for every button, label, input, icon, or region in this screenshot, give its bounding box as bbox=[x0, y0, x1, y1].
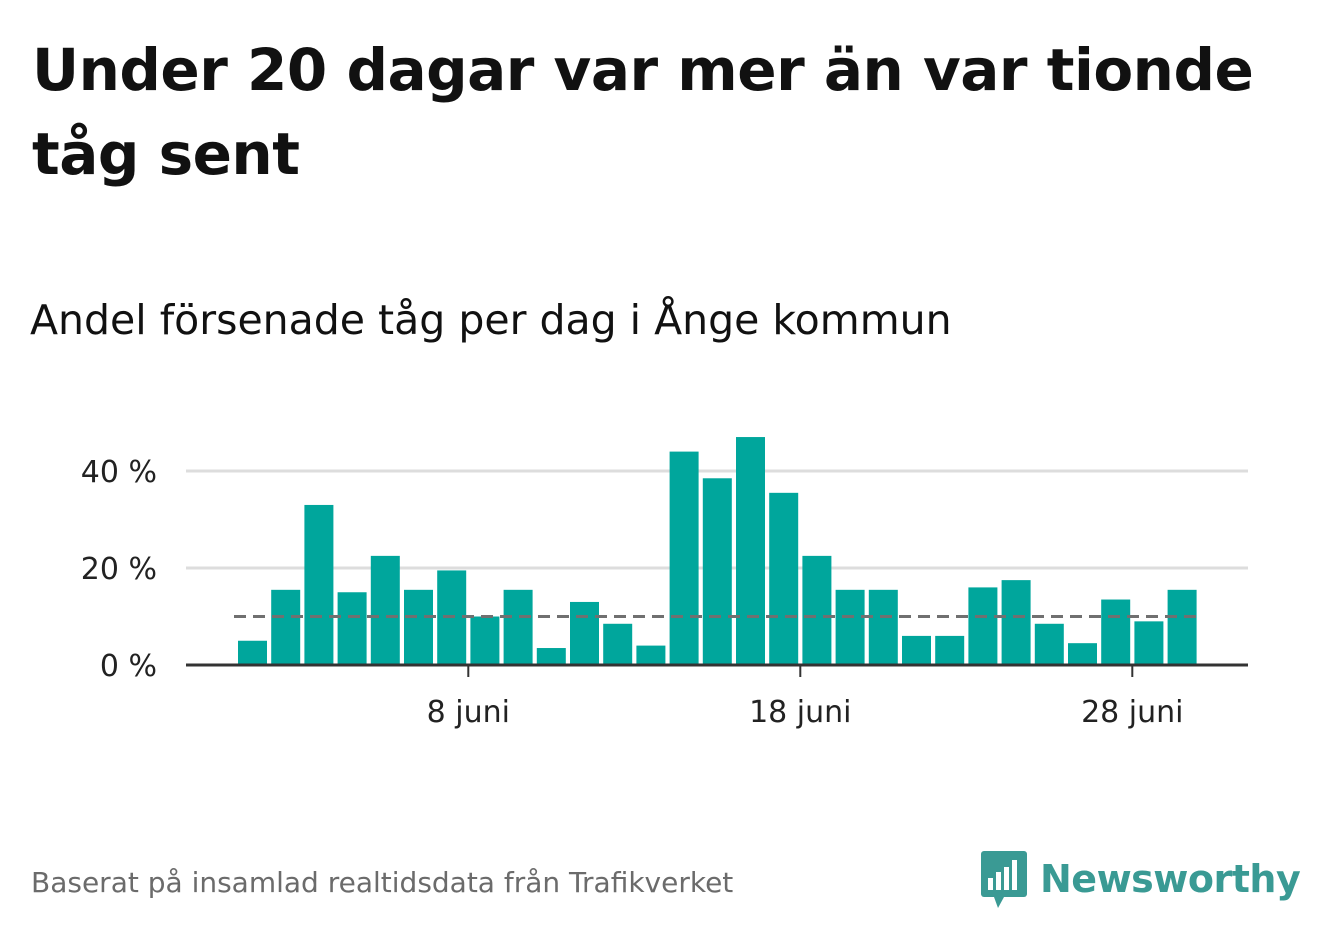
newsworthy-logo-icon bbox=[981, 851, 1027, 908]
bar bbox=[1167, 589, 1197, 665]
bar bbox=[370, 555, 400, 665]
bar bbox=[1034, 623, 1064, 665]
bar bbox=[769, 492, 799, 665]
bar bbox=[736, 437, 765, 665]
bar bbox=[868, 589, 898, 665]
bar bbox=[835, 589, 865, 665]
x-tick-label: 28 juni bbox=[1081, 695, 1183, 730]
bar bbox=[802, 555, 832, 665]
bar bbox=[271, 589, 301, 665]
y-tick-label: 40 % bbox=[81, 455, 157, 490]
x-tick-label: 8 juni bbox=[427, 695, 510, 730]
bar bbox=[304, 504, 334, 665]
bar bbox=[536, 648, 566, 665]
x-tick-label: 18 juni bbox=[749, 695, 851, 730]
bar bbox=[238, 640, 267, 665]
bar bbox=[935, 635, 965, 665]
source-note: Baserat på insamlad realtidsdata från Tr… bbox=[31, 866, 734, 899]
bar bbox=[968, 587, 998, 665]
bar bbox=[404, 589, 433, 665]
bar bbox=[702, 478, 732, 665]
bar bbox=[570, 601, 599, 665]
bar bbox=[603, 623, 633, 665]
bar-chart: 0 % 20 % 40 % 8 juni 18 juni 28 juni bbox=[81, 437, 1248, 730]
bar bbox=[1068, 643, 1097, 665]
chart-subtitle: Andel försenade tåg per dag i Ånge kommu… bbox=[30, 296, 952, 344]
bar bbox=[669, 451, 699, 665]
bar bbox=[470, 616, 500, 665]
bar bbox=[337, 592, 367, 665]
bar bbox=[1134, 621, 1164, 665]
y-tick-label: 20 % bbox=[81, 552, 157, 587]
bar bbox=[1001, 580, 1031, 665]
bar bbox=[636, 645, 666, 665]
bar bbox=[1101, 599, 1131, 665]
y-tick-label: 0 % bbox=[100, 649, 157, 684]
brand-logo: Newsworthy bbox=[980, 848, 1301, 910]
bar bbox=[503, 589, 533, 665]
bar bbox=[902, 635, 931, 665]
brand-name: Newsworthy bbox=[1040, 857, 1301, 901]
chart-title: Under 20 dagar var mer än var tionde tåg… bbox=[32, 36, 1254, 188]
